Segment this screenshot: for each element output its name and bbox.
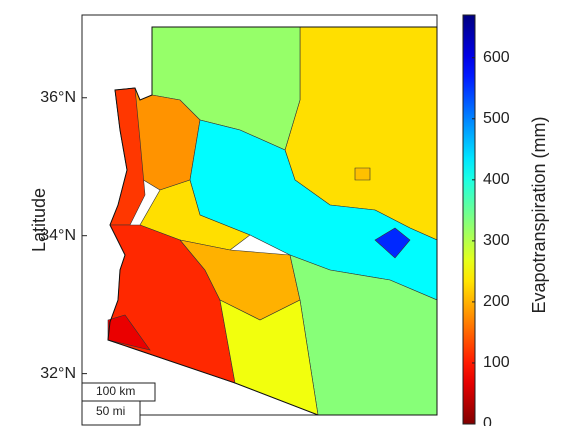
y-tick-label: 36°N <box>40 89 76 106</box>
colorbar-tick-label: 0 <box>483 415 492 426</box>
region <box>189 119 437 301</box>
colorbar-tick-label: 300 <box>483 232 510 249</box>
y-axis-label: Latitude <box>29 188 49 252</box>
scale-bar-label: 50 mi <box>96 404 125 418</box>
colorbar-tick-label: 200 <box>483 293 510 310</box>
colorbar-label: Evapotranspiration (mm) <box>529 116 549 313</box>
region <box>354 167 371 181</box>
scale-bar-mi <box>81 400 141 426</box>
state-outline <box>107 26 438 416</box>
y-tick-label: 34°N <box>40 227 76 244</box>
colorbar-tick-label: 500 <box>483 110 510 127</box>
colorbar-tick-label: 600 <box>483 49 510 66</box>
region <box>107 314 151 351</box>
scale-bar-label: 100 km <box>96 384 135 398</box>
colorbar <box>462 14 476 425</box>
colorbar-tick-label: 400 <box>483 171 510 188</box>
region <box>374 227 411 259</box>
colorbar-tick-label: 100 <box>483 354 510 371</box>
y-tick-label: 32°N <box>40 365 76 382</box>
